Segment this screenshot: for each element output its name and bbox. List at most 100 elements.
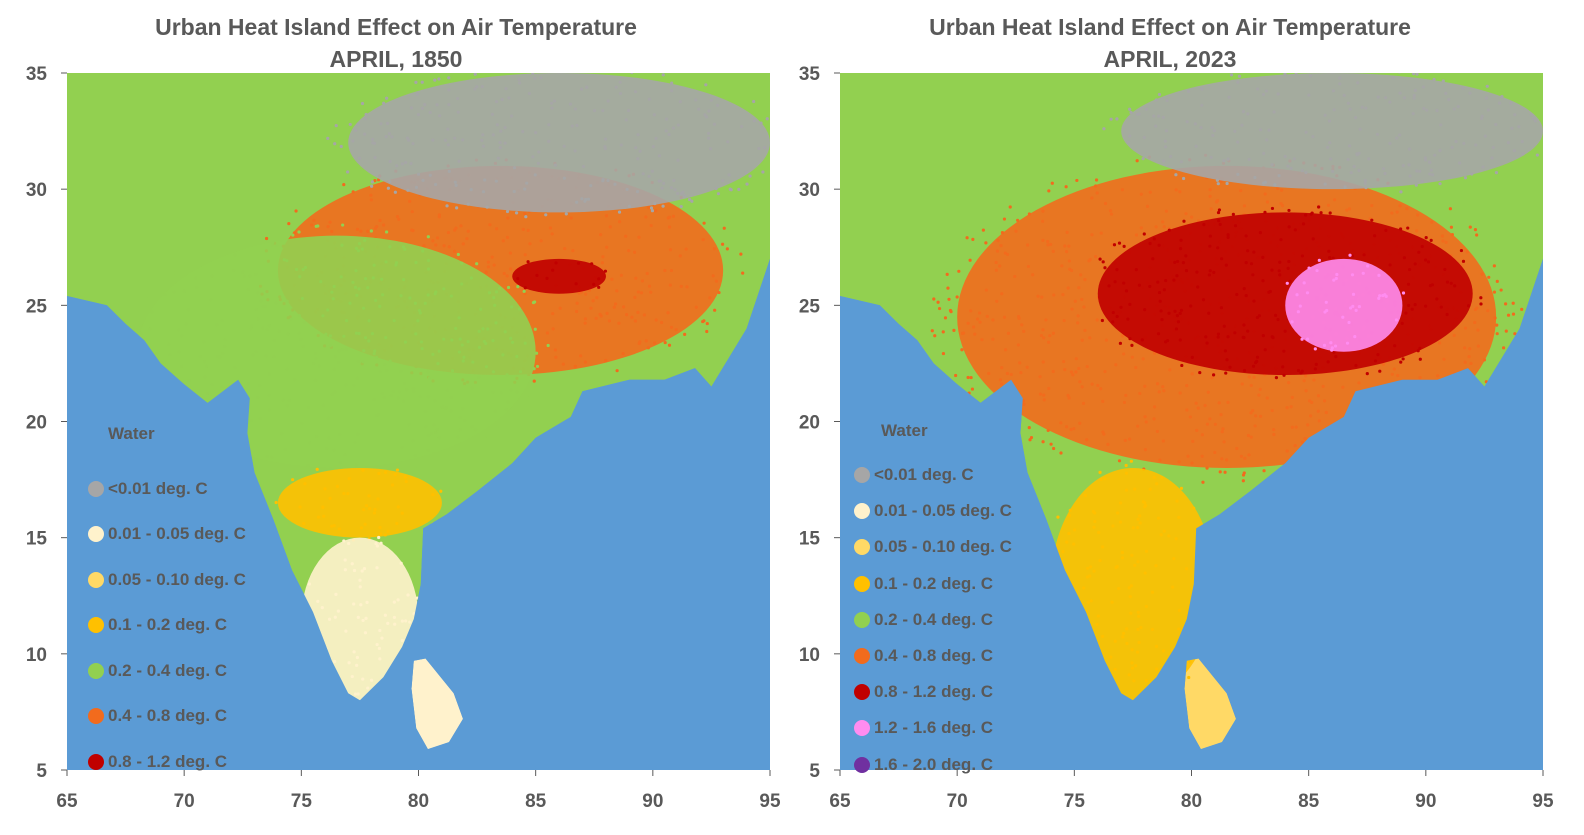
- heat-pixel: [1216, 332, 1221, 336]
- heat-pixel: [1326, 203, 1331, 207]
- heat-pixel: [1196, 285, 1200, 289]
- heat-pixel: [330, 392, 334, 396]
- heat-pixel: [1098, 558, 1102, 563]
- heat-pixel: [155, 351, 159, 356]
- heat-pixel: [1473, 228, 1478, 232]
- heat-pixel: [1341, 385, 1345, 389]
- heat-pixel: [539, 239, 543, 243]
- heat-pixel: [1099, 387, 1103, 391]
- heat-pixel: [439, 489, 443, 493]
- heat-pixel: [396, 505, 400, 509]
- heat-pixel: [1254, 414, 1258, 418]
- heat-pixel: [420, 80, 424, 84]
- heat-pixel: [374, 542, 378, 546]
- heat-pixel: [1200, 433, 1205, 437]
- heat-pixel: [1300, 337, 1304, 341]
- heat-pixel: [1513, 332, 1517, 336]
- heat-pixel: [484, 341, 488, 346]
- heat-pixel: [1495, 323, 1499, 327]
- legend-swatch: [88, 480, 104, 497]
- heat-pixel: [202, 360, 207, 364]
- heat-pixel: [1161, 439, 1165, 443]
- heat-pixel: [676, 123, 680, 127]
- heat-pixel: [981, 228, 985, 232]
- heat-pixel: [242, 274, 247, 278]
- heat-pixel: [343, 453, 347, 457]
- heat-pixel: [654, 136, 658, 140]
- heat-pixel: [1353, 115, 1358, 120]
- heat-pixel: [246, 288, 251, 292]
- heat-pixel: [603, 269, 608, 273]
- y-tick-label: 30: [799, 180, 820, 201]
- heat-pixel: [1430, 283, 1434, 287]
- heat-pixel: [533, 327, 537, 331]
- heat-pixel: [388, 179, 392, 184]
- legend-label: 0.1 - 0.2 deg. C: [108, 615, 228, 635]
- heat-pixel: [348, 301, 352, 305]
- heat-pixel: [601, 255, 605, 259]
- heat-pixel: [1208, 234, 1212, 238]
- heat-pixel: [1184, 269, 1189, 273]
- heat-pixel: [1365, 372, 1369, 376]
- heat-pixel: [548, 226, 553, 230]
- heat-pixel: [1207, 311, 1211, 315]
- heat-pixel: [1130, 355, 1134, 359]
- heat-pixel: [1311, 237, 1315, 241]
- heat-pixel: [338, 432, 342, 437]
- heat-pixel: [1276, 92, 1280, 96]
- heat-pixel: [469, 188, 473, 192]
- heat-pixel: [461, 242, 465, 246]
- heat-pixel: [539, 76, 543, 80]
- heat-pixel: [978, 320, 982, 324]
- heat-pixel: [306, 405, 311, 409]
- heat-pixel: [254, 272, 258, 276]
- heat-pixel: [592, 109, 597, 113]
- heat-pixel: [356, 432, 360, 436]
- heat-pixel: [138, 323, 143, 327]
- heat-pixel: [998, 264, 1002, 268]
- heat-pixel: [1267, 290, 1271, 294]
- heat-pixel: [326, 416, 330, 420]
- heat-pixel: [1244, 260, 1248, 265]
- heat-pixel: [1207, 273, 1211, 277]
- heat-pixel: [652, 113, 656, 117]
- heat-pixel: [450, 457, 454, 462]
- heat-pixel: [1225, 458, 1229, 462]
- heat-pixel: [716, 192, 721, 196]
- heat-pixel: [1452, 107, 1456, 111]
- heat-pixel: [1402, 96, 1407, 100]
- heat-pixel: [1119, 305, 1123, 309]
- heat-pixel: [1222, 324, 1226, 328]
- heat-pixel: [526, 260, 530, 264]
- heat-pixel: [1162, 288, 1166, 292]
- heat-pixel: [310, 223, 314, 227]
- heat-pixel: [447, 245, 451, 249]
- heat-pixel: [1398, 204, 1402, 208]
- heat-pixel: [554, 355, 558, 359]
- heat-pixel: [1095, 191, 1099, 195]
- heat-pixel: [1265, 396, 1269, 400]
- heat-pixel: [636, 310, 640, 314]
- heat-pixel: [670, 89, 674, 93]
- heat-pixel: [576, 261, 581, 265]
- heat-pixel: [681, 190, 685, 194]
- heat-pixel: [1287, 259, 1291, 264]
- heat-pixel: [1228, 365, 1232, 369]
- heat-pixel: [1120, 188, 1124, 192]
- heat-pixel: [1300, 169, 1304, 173]
- heat-pixel: [954, 373, 958, 378]
- heat-pixel: [1373, 234, 1377, 238]
- heat-pixel: [708, 147, 713, 151]
- heat-pixel: [251, 353, 255, 357]
- heat-pixel: [1324, 410, 1328, 415]
- heat-pixel: [450, 369, 455, 373]
- heat-pixel: [1461, 86, 1465, 90]
- map-panel-2023: Urban Heat Island Effect on Air Temperat…: [774, 0, 1566, 835]
- heat-pixel: [651, 145, 655, 149]
- heat-pixel: [1326, 360, 1330, 364]
- heat-pixel: [1407, 163, 1411, 167]
- heat-pixel: [1330, 346, 1334, 350]
- heat-pixel: [1027, 425, 1031, 430]
- heat-pixel: [378, 628, 382, 633]
